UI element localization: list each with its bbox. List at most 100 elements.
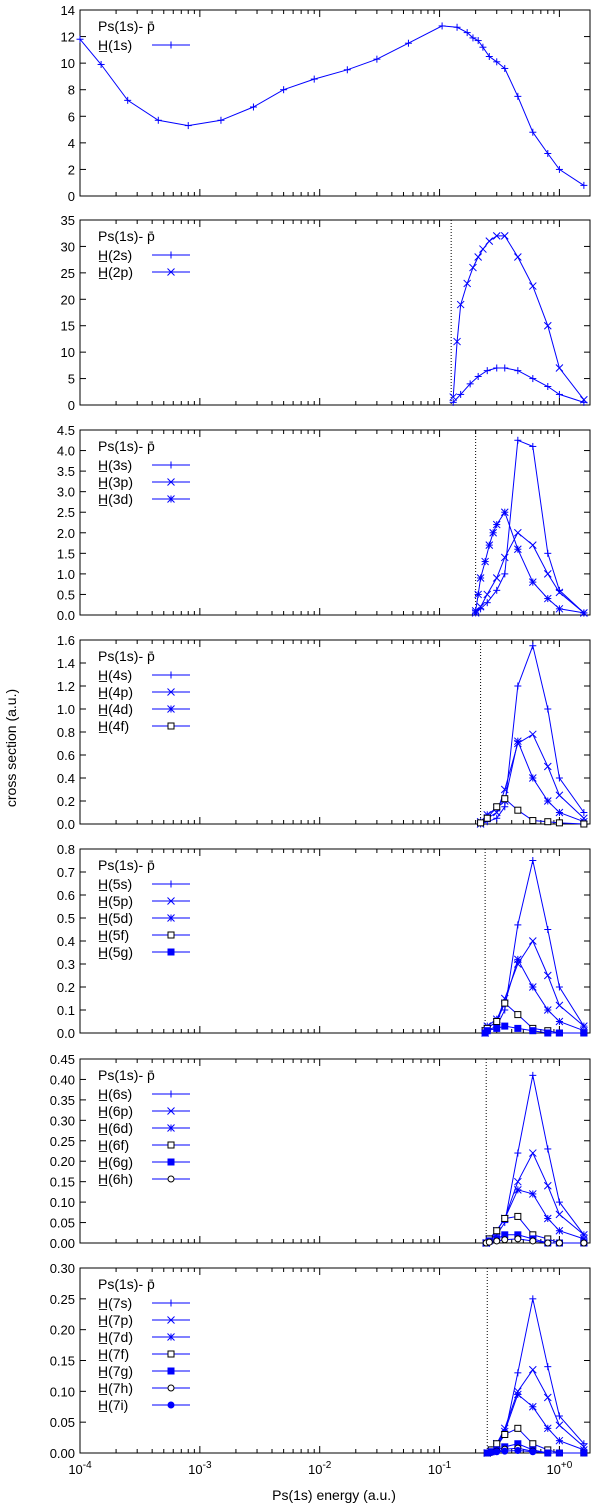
- data-point: [514, 806, 522, 814]
- data-point: [528, 1190, 537, 1198]
- data-point: [479, 43, 487, 51]
- legend-marker: [167, 1384, 175, 1392]
- legend: Ps(1s)- p̄ H̲(7s)H̲(7p)H̲(7d)H̲(7f)H̲(7g)…: [98, 1276, 190, 1413]
- series-3: [476, 737, 588, 826]
- legend-header: Ps(1s)- p̄: [98, 648, 155, 664]
- legend-entry-label: H̲(3d): [98, 491, 133, 507]
- data-point: [529, 817, 537, 825]
- data-point: [543, 971, 552, 980]
- data-point: [479, 245, 487, 253]
- series-line: [485, 1075, 585, 1244]
- legend-marker: [167, 1175, 175, 1183]
- data-point: [528, 1365, 537, 1374]
- data-point: [513, 253, 522, 261]
- data-point: [453, 337, 461, 346]
- data-point: [477, 819, 485, 827]
- legend-marker: [167, 461, 175, 469]
- x-tick-label: 10-1: [428, 1460, 452, 1477]
- y-tick-label: 0.25: [50, 1292, 75, 1307]
- data-point: [343, 66, 351, 74]
- legend: Ps(1s)- p̄ H̲(2s)H̲(2p): [98, 228, 190, 280]
- data-point: [469, 34, 477, 42]
- data-point: [543, 762, 552, 771]
- data-point: [543, 1424, 552, 1433]
- data-point: [124, 96, 132, 104]
- legend-header: Ps(1s)- p̄: [98, 438, 155, 454]
- y-tick-label: 0.25: [50, 1134, 75, 1149]
- y-tick-label: 0.10: [50, 1195, 75, 1210]
- data-point: [154, 116, 162, 124]
- data-point: [501, 1022, 509, 1030]
- data-point: [476, 574, 485, 582]
- plot-frame: [79, 1058, 591, 1244]
- data-point: [501, 795, 509, 803]
- legend-entry-label: H̲(7g): [98, 1363, 133, 1379]
- data-point: [528, 282, 537, 290]
- y-tick-label: 1.4: [57, 656, 75, 671]
- y-tick-label: 0.1: [57, 1003, 75, 1018]
- data-point: [501, 1431, 509, 1438]
- plot-frame: [79, 429, 591, 616]
- data-point: [555, 390, 563, 398]
- legend-marker: [167, 251, 175, 259]
- y-axis-title: cross section (a.u.): [3, 689, 19, 807]
- series-1: [482, 1071, 588, 1247]
- data-point: [555, 983, 563, 991]
- data-point: [528, 578, 537, 586]
- data-point: [466, 380, 474, 388]
- data-point: [493, 814, 501, 822]
- data-point: [489, 528, 497, 537]
- data-point: [529, 857, 537, 864]
- data-point: [529, 1440, 537, 1448]
- data-point: [483, 599, 491, 607]
- plot-frame: [79, 219, 591, 406]
- data-point: [514, 682, 522, 690]
- data-point: [528, 774, 537, 782]
- data-point: [555, 791, 564, 800]
- legend-header: Ps(1s)- p̄: [98, 1276, 155, 1292]
- x-tick-label: 10-2: [308, 1460, 332, 1477]
- y-tick-label: 0.8: [57, 842, 75, 857]
- y-tick-label: 0.6: [57, 888, 75, 903]
- y-tick-label: 5: [68, 372, 75, 387]
- y-tick-label: 1.2: [57, 679, 75, 694]
- data-point: [528, 1402, 537, 1411]
- data-point: [555, 1436, 564, 1445]
- data-point: [184, 122, 192, 130]
- data-point: [514, 1369, 522, 1377]
- legend-marker: [167, 880, 175, 888]
- data-point: [580, 1029, 588, 1037]
- y-tick-label: 0.40: [50, 1072, 75, 1087]
- data-point: [456, 300, 465, 309]
- y-tick-label: 0.15: [50, 1354, 75, 1369]
- data-point: [514, 367, 522, 375]
- data-point: [514, 92, 522, 100]
- y-tick-label: 0.2: [57, 980, 75, 995]
- data-point: [580, 1449, 588, 1457]
- data-point: [501, 1214, 509, 1222]
- data-point: [97, 60, 105, 68]
- data-point: [529, 1027, 537, 1035]
- panel-7: 0.00 0.05 0.10 0.15 0.20 0.25 0.30 Ps(1s)- p̄ H̲…: [50, 1261, 591, 1461]
- data-point: [555, 604, 564, 613]
- panel-4: 0.0 0.2 0.4 0.6 0.8 1.0 1.2 1.4 1.6 Ps(1s)- p̄ H̲(…: [57, 633, 591, 832]
- legend: Ps(1s)- p̄ H̲(4s)H̲(4p)H̲(4d)H̲(4f): [98, 648, 190, 734]
- data-point: [481, 557, 489, 566]
- series-4: [477, 795, 588, 828]
- legend-entry-label: H̲(5f): [98, 927, 129, 943]
- legend-marker: [167, 1367, 175, 1375]
- data-point: [500, 508, 509, 517]
- y-tick-label: 10: [61, 56, 75, 71]
- data-point: [513, 528, 522, 537]
- legend-entry-label: H̲(6s): [98, 1086, 132, 1102]
- data-point: [544, 1449, 552, 1457]
- legend-marker: [167, 688, 175, 696]
- legend-marker: [167, 1401, 175, 1409]
- data-point: [555, 774, 563, 782]
- y-tick-label: 0.05: [50, 1216, 75, 1231]
- legend-marker: [167, 722, 175, 730]
- y-tick-label: 0.00: [50, 1236, 75, 1251]
- y-tick-label: 10: [61, 345, 75, 360]
- legend-entry-label: H̲(1s): [98, 37, 132, 53]
- series-1: [472, 436, 588, 617]
